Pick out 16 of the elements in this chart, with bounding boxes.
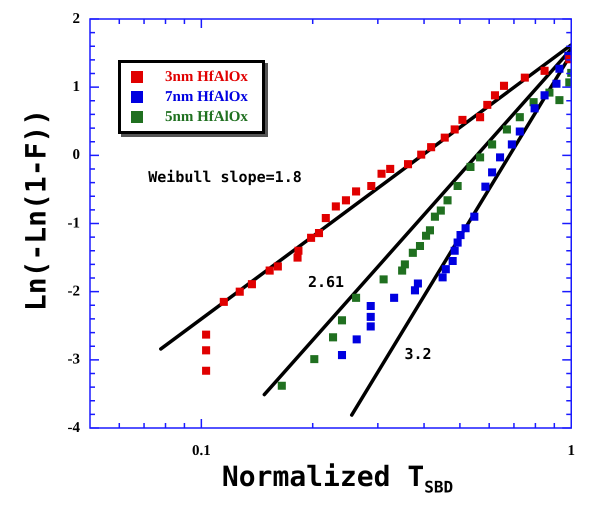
legend-label: 3nm HfAlOx (165, 68, 248, 87)
y-tick-label: 1 (72, 79, 80, 96)
x-tick-label: 0.1 (192, 442, 211, 459)
y-tick-label: -1 (68, 215, 80, 232)
y-axis-title: Ln(-Ln(1-F)) (20, 108, 52, 312)
y-tick-label: -4 (68, 420, 80, 436)
annotation: 2.61 (308, 272, 344, 291)
y-tick-label: -3 (68, 352, 80, 368)
y-tick-label: -2 (68, 284, 80, 300)
annotation: Weibull slope=1.8 (148, 168, 302, 186)
x-axis-title: Normalized T$_{SBD}$ (222, 460, 454, 497)
legend-label: 5nm HfAlOx (165, 108, 248, 127)
y-tick-label: 2 (72, 10, 80, 27)
annotation: 3.2 (404, 344, 432, 363)
legend-label: 7nm HfAlOx (165, 88, 248, 107)
y-tick-label: 0 (72, 147, 80, 164)
